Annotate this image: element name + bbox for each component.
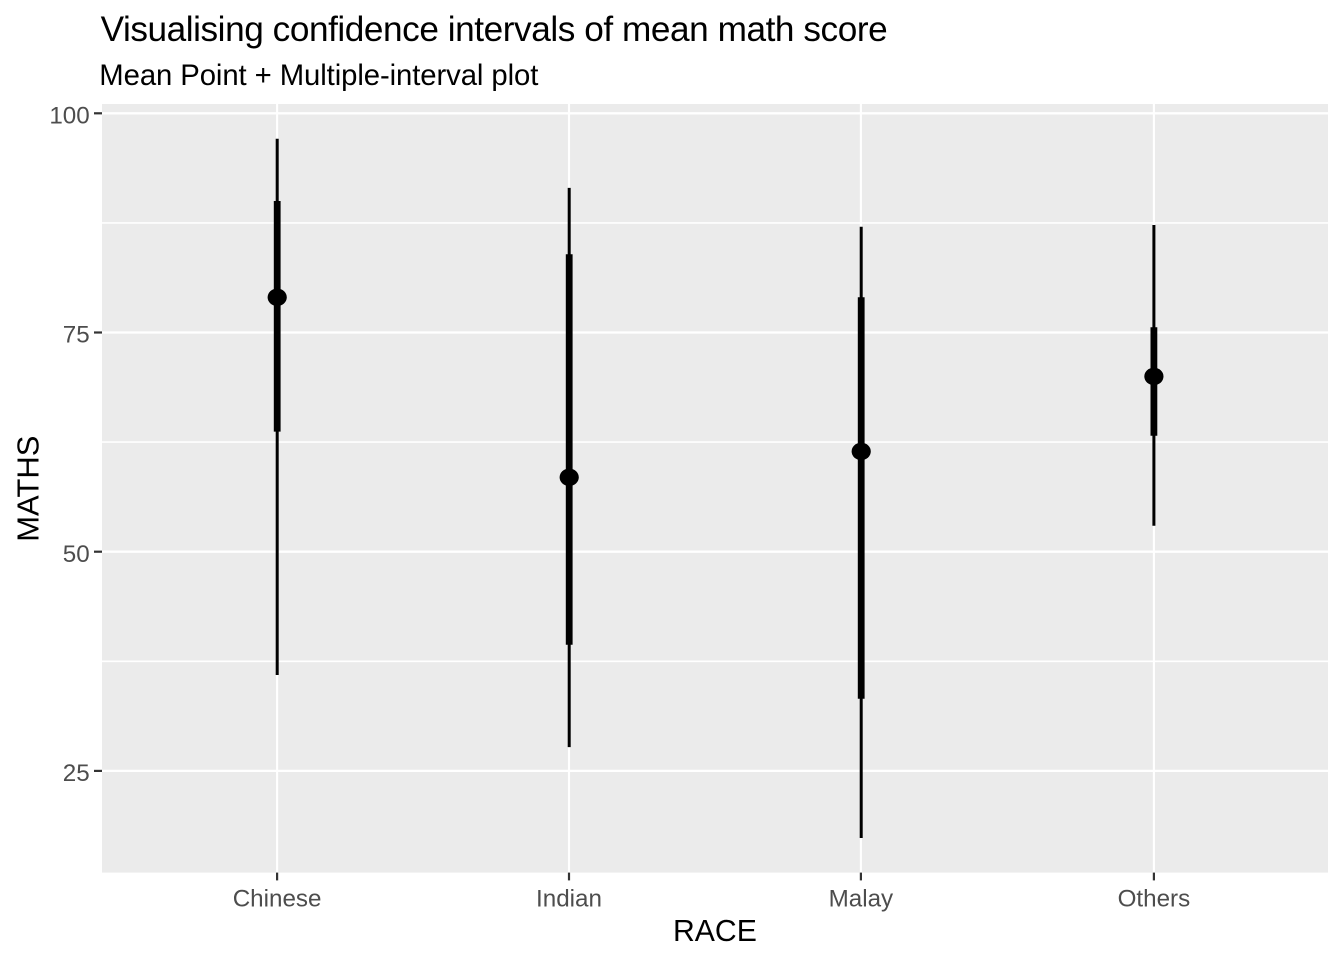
svg-text:25: 25: [63, 760, 90, 787]
svg-text:MATHS: MATHS: [11, 436, 46, 542]
svg-text:50: 50: [63, 541, 90, 568]
svg-text:Malay: Malay: [829, 886, 894, 913]
svg-text:Indian: Indian: [536, 886, 602, 913]
svg-text:Visualising confidence interva: Visualising confidence intervals of mean…: [101, 10, 888, 49]
svg-text:RACE: RACE: [673, 915, 757, 948]
svg-text:Others: Others: [1118, 886, 1191, 913]
svg-text:Chinese: Chinese: [233, 886, 322, 913]
svg-text:Mean Point + Multiple-interval: Mean Point + Multiple-interval plot: [99, 59, 538, 92]
svg-text:100: 100: [49, 102, 89, 129]
svg-text:75: 75: [63, 322, 90, 349]
